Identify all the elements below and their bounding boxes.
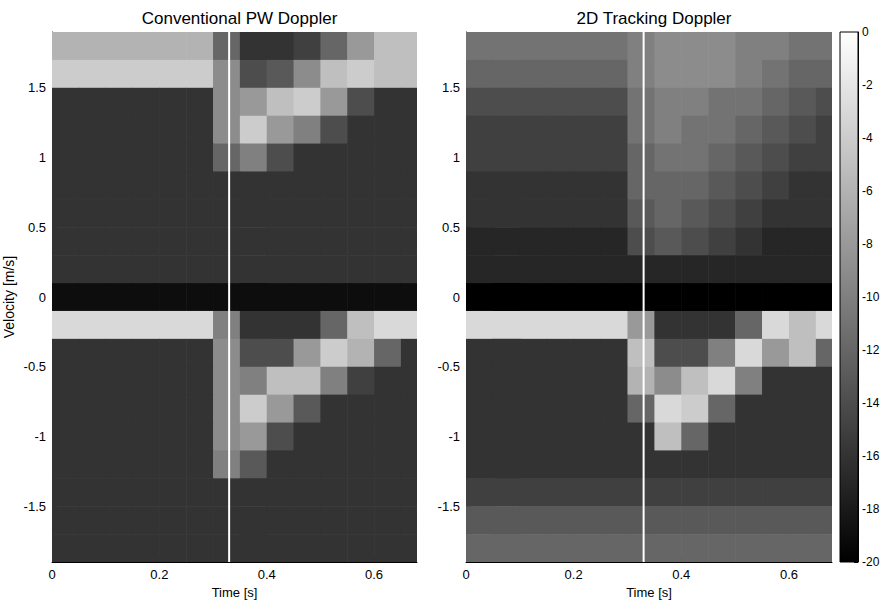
svg-text:0: 0 <box>462 567 469 582</box>
svg-text:-4: -4 <box>862 131 873 145</box>
svg-text:1.5: 1.5 <box>442 80 460 95</box>
svg-text:0: 0 <box>48 567 55 582</box>
svg-text:Time [s]: Time [s] <box>626 585 672 600</box>
svg-text:-1: -1 <box>34 429 46 444</box>
svg-text:0.6: 0.6 <box>365 567 383 582</box>
svg-text:-6: -6 <box>862 184 873 198</box>
svg-text:-1: -1 <box>448 429 460 444</box>
svg-text:0: 0 <box>862 25 869 39</box>
svg-text:-0.5: -0.5 <box>24 359 46 374</box>
svg-text:-1.5: -1.5 <box>24 499 46 514</box>
svg-text:0: 0 <box>39 290 46 305</box>
svg-text:0.4: 0.4 <box>672 567 690 582</box>
svg-text:Conventional PW Doppler: Conventional PW Doppler <box>142 9 338 28</box>
svg-text:-16: -16 <box>862 449 880 463</box>
svg-text:0.2: 0.2 <box>565 567 583 582</box>
svg-text:Velocity [m/s]: Velocity [m/s] <box>1 256 17 338</box>
svg-text:0.2: 0.2 <box>150 567 168 582</box>
svg-text:0.6: 0.6 <box>780 567 798 582</box>
svg-text:Time [s]: Time [s] <box>212 585 258 600</box>
svg-text:0.4: 0.4 <box>258 567 276 582</box>
svg-text:0.5: 0.5 <box>28 220 46 235</box>
svg-text:-8: -8 <box>862 237 873 251</box>
svg-text:1: 1 <box>39 150 46 165</box>
svg-text:-14: -14 <box>862 396 880 410</box>
svg-text:-10: -10 <box>862 290 880 304</box>
svg-text:-2: -2 <box>862 78 873 92</box>
svg-text:-0.5: -0.5 <box>438 359 460 374</box>
svg-text:-1.5: -1.5 <box>438 499 460 514</box>
svg-text:-18: -18 <box>862 502 880 516</box>
svg-text:2D Tracking Doppler: 2D Tracking Doppler <box>577 9 732 28</box>
svg-text:1: 1 <box>453 150 460 165</box>
svg-text:0: 0 <box>453 290 460 305</box>
svg-text:0.5: 0.5 <box>442 220 460 235</box>
svg-text:1.5: 1.5 <box>28 80 46 95</box>
svg-text:-12: -12 <box>862 343 880 357</box>
svg-text:-20: -20 <box>862 555 880 569</box>
